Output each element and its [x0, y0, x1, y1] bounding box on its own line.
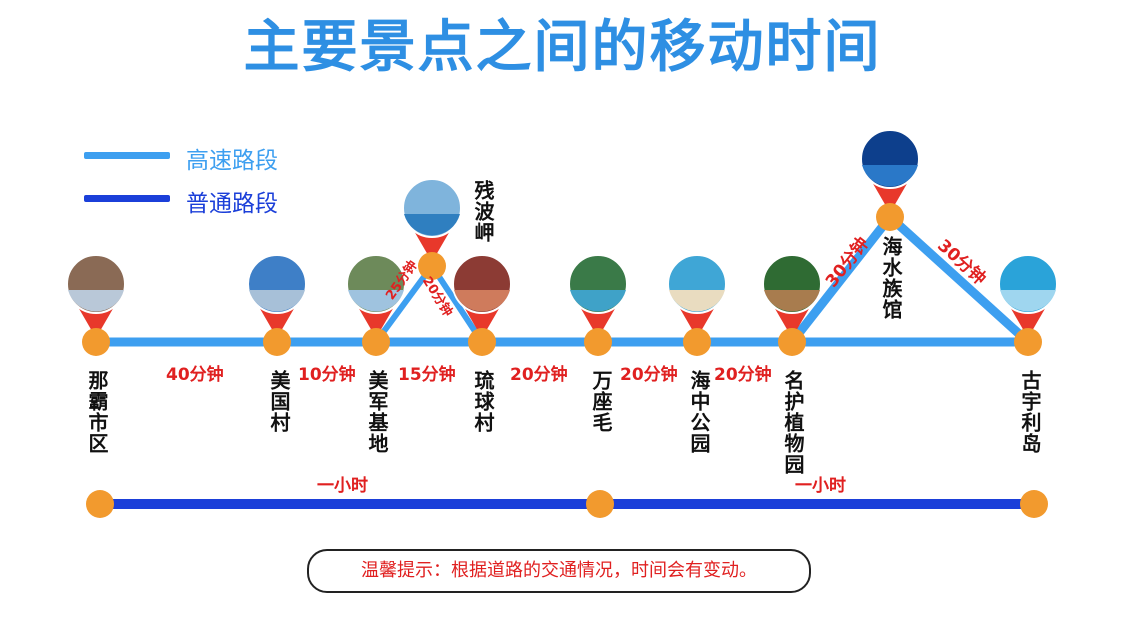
pin-cape-zanpa — [402, 178, 462, 262]
node-nago-garden — [778, 328, 806, 356]
pin-photo-lower — [249, 290, 305, 312]
pin-military-base — [346, 254, 406, 338]
page-title: 主要景点之间的移动时间 — [243, 15, 882, 80]
place-ryukyu-mura: 琉球村 — [471, 370, 495, 433]
node-military-base — [362, 328, 390, 356]
pin-naha — [66, 254, 126, 338]
node-naha — [82, 328, 110, 356]
pin-photo-lower — [862, 165, 918, 187]
hour-label-right: 一小时 — [795, 476, 846, 496]
place-manzamo: 万座毛 — [589, 370, 613, 433]
place-kouri-island: 古宇利岛 — [1018, 370, 1042, 454]
place-cape-zanpa: 残波岬 — [471, 180, 495, 243]
pin-manzamo — [568, 254, 628, 338]
node-manzamo — [584, 328, 612, 356]
pin-marine-park — [667, 254, 727, 338]
node-aquarium — [876, 203, 904, 231]
pin-photo-lower — [454, 290, 510, 312]
node-normal-end — [1020, 490, 1048, 518]
warm-tip: 温馨提示：根据道路的交通情况，时间会有变动。 — [307, 549, 811, 593]
node-marine-park — [683, 328, 711, 356]
legend-normal-line — [84, 195, 170, 202]
time-ryukyu-manzamo: 20分钟 — [510, 365, 568, 385]
branch-zanpa-right — [429, 264, 485, 344]
node-american-village — [263, 328, 291, 356]
pin-aquarium — [860, 129, 920, 213]
place-naha: 那霸市区 — [85, 370, 109, 454]
pin-ryukyu-mura — [452, 254, 512, 338]
pin-american-village — [247, 254, 307, 338]
legend-highway-line — [84, 152, 170, 159]
hour-label-left: 一小时 — [317, 476, 368, 496]
place-nago-garden: 名护植物园 — [781, 370, 805, 475]
node-kouri-island — [1014, 328, 1042, 356]
time-marine-nago: 20分钟 — [714, 365, 772, 385]
node-cape-zanpa — [418, 252, 446, 280]
branch-aquarium-right — [886, 213, 1032, 346]
time-manzamo-marine: 20分钟 — [620, 365, 678, 385]
legend-normal-label: 普通路段 — [186, 191, 278, 217]
branch-zanpa-left — [373, 264, 435, 344]
node-normal-mid — [586, 490, 614, 518]
time-american-base: 10分钟 — [298, 365, 356, 385]
place-marine-park: 海中公园 — [687, 370, 711, 454]
time-naha-american: 40分钟 — [166, 365, 224, 385]
legend-highway-label: 高速路段 — [186, 148, 278, 174]
node-ryukyu-mura — [468, 328, 496, 356]
pin-photo-lower — [68, 290, 124, 312]
place-american-village: 美国村 — [267, 370, 291, 433]
pin-photo-lower — [570, 290, 626, 312]
pin-photo-lower — [348, 290, 404, 312]
place-military-base: 美军基地 — [365, 370, 389, 454]
pin-photo-lower — [764, 290, 820, 312]
pin-photo-lower — [1000, 290, 1056, 312]
pin-kouri-island — [998, 254, 1058, 338]
pin-photo-lower — [669, 290, 725, 312]
time-base-ryukyu: 15分钟 — [398, 365, 456, 385]
node-normal-start — [86, 490, 114, 518]
pin-nago-garden — [762, 254, 822, 338]
place-aquarium: 海水族馆 — [879, 236, 903, 320]
pin-photo-lower — [404, 214, 460, 236]
branch-aquarium-left — [788, 214, 894, 345]
